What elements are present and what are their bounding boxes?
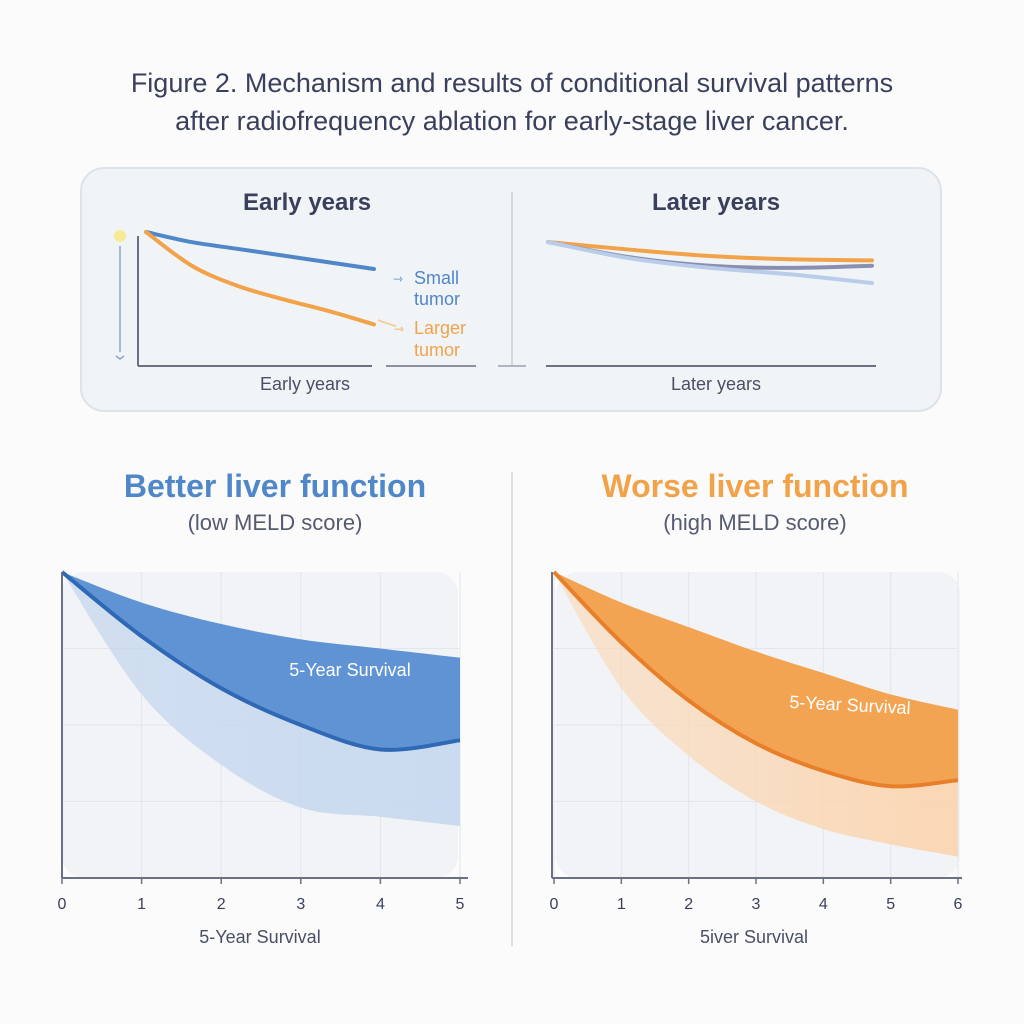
x-tick-label: 5 — [886, 896, 895, 913]
right-chart-plot — [552, 570, 959, 857]
figure-title-line-1: Figure 2. Mechanism and results of condi… — [130, 68, 894, 98]
top-panel — [80, 167, 942, 412]
right-chart-ticks: 0 1 2 3 4 5 6 — [550, 878, 963, 913]
x-tick-label: 4 — [819, 896, 828, 913]
better-liver-subtitle: (low MELD score) — [187, 510, 363, 535]
later-years-curves — [546, 240, 874, 286]
x-tick-label: 2 — [217, 896, 226, 913]
survival-area — [62, 572, 460, 750]
larger-tumor-legend-marker: ⇾ — [394, 322, 404, 336]
left-annotation: 5-Year Survival — [289, 660, 410, 680]
legend-large-line-2: tumor — [414, 340, 460, 360]
reference-dot — [114, 230, 126, 242]
figure-title: Figure 2. Mechanism and results of condi… — [0, 64, 1024, 140]
early-years-heading: Early years — [242, 189, 372, 216]
x-tick-label: 4 — [376, 896, 385, 913]
worse-liver-title: Worse liver function — [601, 468, 909, 504]
small-tumor-legend-marker: ⇾ — [393, 272, 403, 286]
later-years-heading: Later years — [651, 189, 781, 216]
series-line-larger-tumor — [546, 240, 874, 263]
reference-arrow-icon — [115, 355, 125, 360]
left-chart-ticks: 0 1 2 3 4 5 — [58, 878, 465, 913]
left-chart-xlabel: 5-Year Survival — [199, 927, 321, 947]
legend-small-line-2: tumor — [414, 289, 460, 309]
series-line-larger-tumor — [144, 230, 376, 327]
better-liver-title: Better liver function — [123, 468, 427, 504]
survival-line — [552, 570, 959, 789]
worse-liver-subtitle: (high MELD score) — [663, 510, 847, 535]
figure-title-line-2: after radiofrequency ablation for early-… — [175, 106, 849, 136]
survival-line — [60, 570, 461, 752]
legend-small-line-1: Small — [414, 268, 459, 288]
x-tick-label: 6 — [954, 896, 963, 913]
series-line-small-tumor — [144, 230, 376, 271]
x-tick-label: 3 — [752, 896, 761, 913]
larger-tumor-legend-leader — [377, 319, 397, 327]
x-tick-label: 3 — [296, 896, 305, 913]
early-years-curves — [144, 230, 376, 327]
x-tick-label: 0 — [550, 896, 559, 913]
series-line-small-tumor-band- — [546, 240, 874, 286]
legend-large-line-1: Larger — [414, 318, 466, 338]
later-years-xlabel: Later years — [670, 374, 762, 394]
x-tick-label: 0 — [58, 896, 67, 913]
x-tick-label: 1 — [137, 896, 146, 913]
early-years-xlabel: Early years — [259, 374, 351, 394]
right-chart-xlabel: 5iver Survival — [699, 927, 809, 947]
x-tick-label: 2 — [684, 896, 693, 913]
left-chart-plot — [60, 570, 461, 826]
survival-area — [554, 572, 958, 787]
x-tick-label: 5 — [456, 896, 465, 913]
x-tick-label: 1 — [617, 896, 626, 913]
